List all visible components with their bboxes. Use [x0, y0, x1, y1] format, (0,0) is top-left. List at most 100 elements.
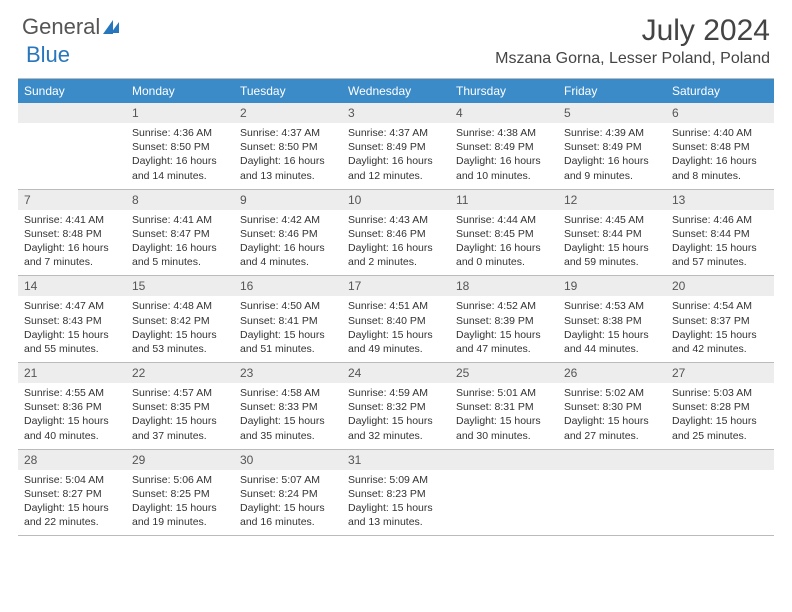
- sunrise-text: Sunrise: 4:47 AM: [24, 299, 120, 313]
- month-title: July 2024: [495, 14, 770, 48]
- daylight-text: Daylight: 16 hours and 4 minutes.: [240, 241, 336, 269]
- day-number: 24: [342, 363, 450, 383]
- sunrise-text: Sunrise: 4:41 AM: [132, 213, 228, 227]
- sunset-text: Sunset: 8:28 PM: [672, 400, 768, 414]
- daylight-text: Daylight: 16 hours and 2 minutes.: [348, 241, 444, 269]
- sunrise-text: Sunrise: 5:01 AM: [456, 386, 552, 400]
- daylight-text: Daylight: 15 hours and 22 minutes.: [24, 501, 120, 529]
- calendar: Sunday Monday Tuesday Wednesday Thursday…: [18, 78, 774, 536]
- day-number: 31: [342, 450, 450, 470]
- day-header: Wednesday: [342, 79, 450, 103]
- sunrise-text: Sunrise: 4:37 AM: [240, 126, 336, 140]
- title-block: July 2024 Mszana Gorna, Lesser Poland, P…: [495, 14, 770, 68]
- sunrise-text: Sunrise: 5:02 AM: [564, 386, 660, 400]
- sunset-text: Sunset: 8:35 PM: [132, 400, 228, 414]
- day-number-row: 14151617181920: [18, 276, 774, 296]
- sunrise-text: Sunrise: 4:52 AM: [456, 299, 552, 313]
- daylight-text: Daylight: 16 hours and 0 minutes.: [456, 241, 552, 269]
- day-number: 22: [126, 363, 234, 383]
- sunset-text: Sunset: 8:46 PM: [240, 227, 336, 241]
- day-cell: Sunrise: 5:06 AMSunset: 8:25 PMDaylight:…: [126, 470, 234, 536]
- sunset-text: Sunset: 8:44 PM: [564, 227, 660, 241]
- sunrise-text: Sunrise: 4:38 AM: [456, 126, 552, 140]
- sunset-text: Sunset: 8:43 PM: [24, 314, 120, 328]
- day-number: 19: [558, 276, 666, 296]
- day-cell: Sunrise: 4:42 AMSunset: 8:46 PMDaylight:…: [234, 210, 342, 276]
- daylight-text: Daylight: 15 hours and 51 minutes.: [240, 328, 336, 356]
- day-number: 6: [666, 103, 774, 123]
- sunset-text: Sunset: 8:48 PM: [24, 227, 120, 241]
- sunset-text: Sunset: 8:38 PM: [564, 314, 660, 328]
- header: General July 2024 Mszana Gorna, Lesser P…: [0, 0, 792, 72]
- sunrise-text: Sunrise: 4:58 AM: [240, 386, 336, 400]
- sunset-text: Sunset: 8:50 PM: [240, 140, 336, 154]
- sunset-text: Sunset: 8:50 PM: [132, 140, 228, 154]
- day-cell: Sunrise: 4:48 AMSunset: 8:42 PMDaylight:…: [126, 296, 234, 362]
- sunrise-text: Sunrise: 5:03 AM: [672, 386, 768, 400]
- day-cell: [18, 123, 126, 189]
- sunset-text: Sunset: 8:41 PM: [240, 314, 336, 328]
- day-cell: Sunrise: 4:38 AMSunset: 8:49 PMDaylight:…: [450, 123, 558, 189]
- sunset-text: Sunset: 8:49 PM: [456, 140, 552, 154]
- day-number: 20: [666, 276, 774, 296]
- daylight-text: Daylight: 16 hours and 10 minutes.: [456, 154, 552, 182]
- sunset-text: Sunset: 8:40 PM: [348, 314, 444, 328]
- day-header: Thursday: [450, 79, 558, 103]
- sunset-text: Sunset: 8:32 PM: [348, 400, 444, 414]
- day-cell: Sunrise: 4:47 AMSunset: 8:43 PMDaylight:…: [18, 296, 126, 362]
- day-number: 7: [18, 190, 126, 210]
- sunset-text: Sunset: 8:25 PM: [132, 487, 228, 501]
- daylight-text: Daylight: 15 hours and 53 minutes.: [132, 328, 228, 356]
- daylight-text: Daylight: 16 hours and 13 minutes.: [240, 154, 336, 182]
- day-number: 9: [234, 190, 342, 210]
- day-number: 26: [558, 363, 666, 383]
- day-number: 1: [126, 103, 234, 123]
- day-number: [666, 450, 774, 470]
- day-cell: Sunrise: 4:37 AMSunset: 8:50 PMDaylight:…: [234, 123, 342, 189]
- day-number: 13: [666, 190, 774, 210]
- day-cell: Sunrise: 5:04 AMSunset: 8:27 PMDaylight:…: [18, 470, 126, 536]
- daylight-text: Daylight: 16 hours and 7 minutes.: [24, 241, 120, 269]
- day-number: 27: [666, 363, 774, 383]
- daylight-text: Daylight: 15 hours and 16 minutes.: [240, 501, 336, 529]
- sunset-text: Sunset: 8:49 PM: [564, 140, 660, 154]
- sunrise-text: Sunrise: 4:45 AM: [564, 213, 660, 227]
- day-cell: Sunrise: 4:50 AMSunset: 8:41 PMDaylight:…: [234, 296, 342, 362]
- location: Mszana Gorna, Lesser Poland, Poland: [495, 50, 770, 68]
- day-cell: Sunrise: 5:09 AMSunset: 8:23 PMDaylight:…: [342, 470, 450, 536]
- day-number-row: 78910111213: [18, 190, 774, 210]
- day-cell: Sunrise: 4:46 AMSunset: 8:44 PMDaylight:…: [666, 210, 774, 276]
- day-cell: Sunrise: 4:59 AMSunset: 8:32 PMDaylight:…: [342, 383, 450, 449]
- daylight-text: Daylight: 15 hours and 19 minutes.: [132, 501, 228, 529]
- day-number: 2: [234, 103, 342, 123]
- daylight-text: Daylight: 15 hours and 47 minutes.: [456, 328, 552, 356]
- logo-text-blue: Blue: [26, 42, 70, 68]
- day-cell: Sunrise: 4:36 AMSunset: 8:50 PMDaylight:…: [126, 123, 234, 189]
- daylight-text: Daylight: 15 hours and 42 minutes.: [672, 328, 768, 356]
- day-number: 11: [450, 190, 558, 210]
- day-number: 15: [126, 276, 234, 296]
- day-cell: [558, 470, 666, 536]
- day-number-row: 123456: [18, 103, 774, 123]
- day-number: 16: [234, 276, 342, 296]
- day-number: 30: [234, 450, 342, 470]
- daylight-text: Daylight: 15 hours and 27 minutes.: [564, 414, 660, 442]
- day-cell: Sunrise: 4:51 AMSunset: 8:40 PMDaylight:…: [342, 296, 450, 362]
- sunrise-text: Sunrise: 4:44 AM: [456, 213, 552, 227]
- day-number: 21: [18, 363, 126, 383]
- day-cell: Sunrise: 4:53 AMSunset: 8:38 PMDaylight:…: [558, 296, 666, 362]
- day-cell: Sunrise: 4:41 AMSunset: 8:48 PMDaylight:…: [18, 210, 126, 276]
- day-header-row: Sunday Monday Tuesday Wednesday Thursday…: [18, 79, 774, 103]
- day-cell: Sunrise: 4:41 AMSunset: 8:47 PMDaylight:…: [126, 210, 234, 276]
- day-cell: Sunrise: 4:54 AMSunset: 8:37 PMDaylight:…: [666, 296, 774, 362]
- daylight-text: Daylight: 15 hours and 59 minutes.: [564, 241, 660, 269]
- day-number: 8: [126, 190, 234, 210]
- sunset-text: Sunset: 8:48 PM: [672, 140, 768, 154]
- day-number: 17: [342, 276, 450, 296]
- sunrise-text: Sunrise: 4:50 AM: [240, 299, 336, 313]
- day-number: 18: [450, 276, 558, 296]
- sunrise-text: Sunrise: 4:42 AM: [240, 213, 336, 227]
- logo-text-general: General: [22, 14, 100, 40]
- daylight-text: Daylight: 15 hours and 40 minutes.: [24, 414, 120, 442]
- daylight-text: Daylight: 16 hours and 8 minutes.: [672, 154, 768, 182]
